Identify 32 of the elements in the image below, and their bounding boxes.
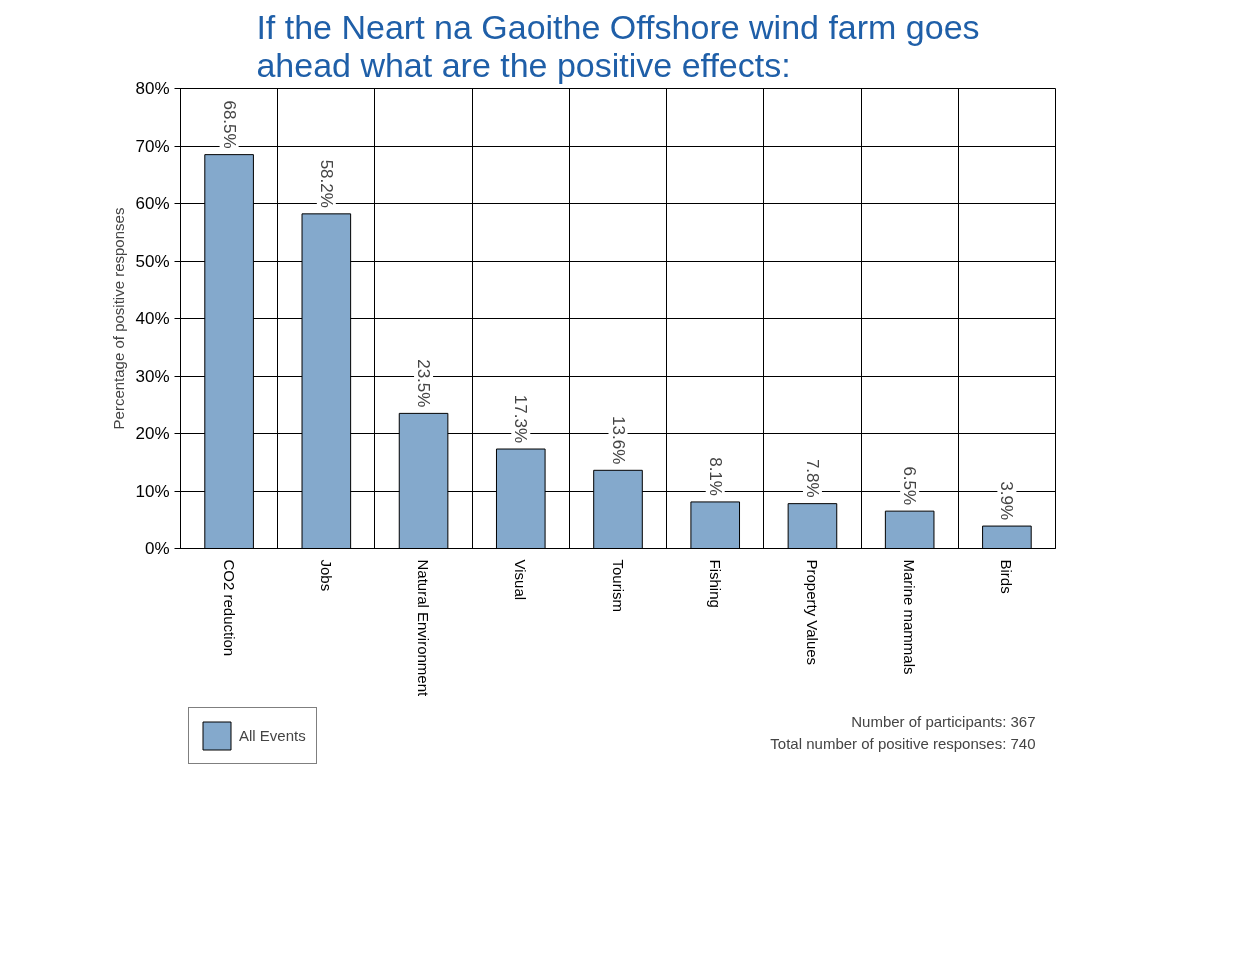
y-tick-label: 80% xyxy=(135,79,170,98)
x-tick-label: Birds xyxy=(998,559,1016,594)
data-label: 68.5% xyxy=(219,100,239,149)
chart-title: If the Neart na Gaoithe Offshore wind farm goes ahead what are the positive effects: xyxy=(256,7,980,84)
x-tick-label: Tourism xyxy=(609,559,627,613)
y-axis-title: Percentage of positive responses xyxy=(110,207,128,430)
y-tick-label: 20% xyxy=(135,424,170,443)
data-label: 7.8% xyxy=(802,458,822,498)
y-tick-label: 70% xyxy=(135,136,170,156)
y-tick-label: 10% xyxy=(135,481,170,501)
data-label: 13.6% xyxy=(608,416,628,465)
y-tick-label: 50% xyxy=(135,251,170,271)
x-tick-label: Visual xyxy=(512,559,530,601)
x-tick-label: Jobs xyxy=(317,559,335,592)
x-tick-label: Natural Environment xyxy=(415,559,433,698)
data-label: 8.1% xyxy=(705,457,725,496)
data-label: 58.2% xyxy=(316,159,336,208)
x-tick-label: Property Values xyxy=(803,559,821,666)
text: Total number of positive responses: 740 xyxy=(770,734,1036,752)
data-label: 17.3% xyxy=(511,394,531,444)
y-tick-label: 30% xyxy=(135,366,170,386)
x-tick-label: Marine mammals xyxy=(901,559,919,675)
legend-label: All Events xyxy=(239,727,306,744)
x-tick-label: Fishing xyxy=(706,559,724,608)
x-tick-label: CO2 reduction xyxy=(220,559,238,657)
y-tick-label: 0% xyxy=(144,539,170,558)
data-label: 23.5% xyxy=(414,359,434,408)
y-tick-label: 40% xyxy=(135,309,170,328)
text: Number of participants: 367 xyxy=(851,712,1036,730)
y-tick-label: 60% xyxy=(135,194,170,213)
data-label: 3.9% xyxy=(997,481,1017,521)
data-label: 6.5% xyxy=(900,466,920,506)
